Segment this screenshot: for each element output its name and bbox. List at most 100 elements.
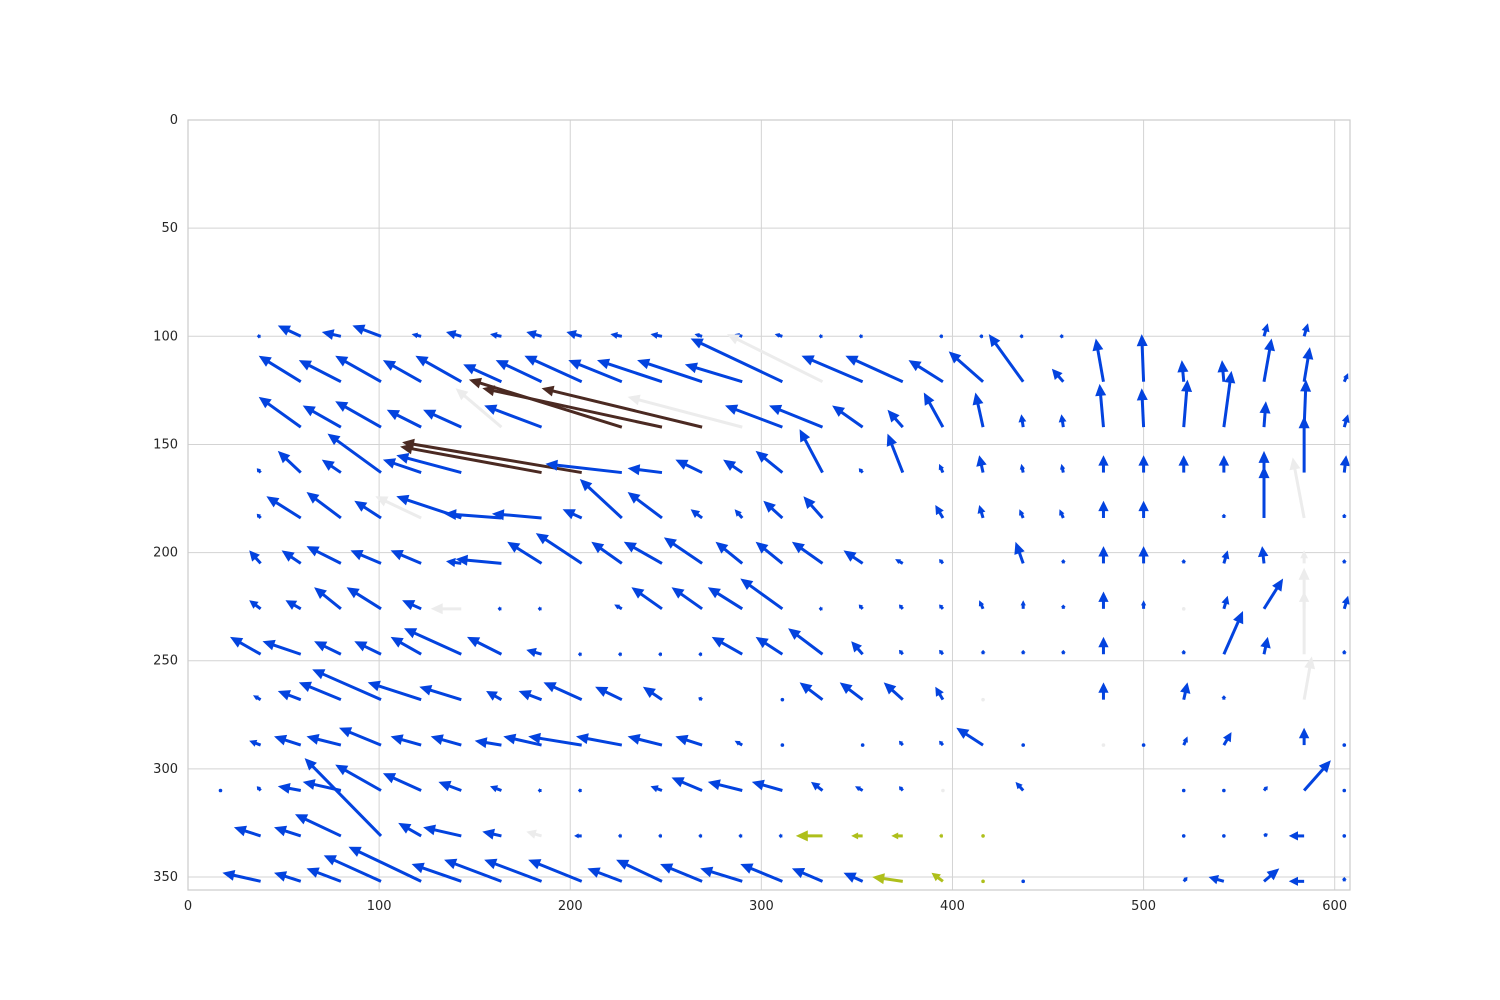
vector-arrow [832, 405, 864, 429]
vector-arrow [791, 868, 824, 883]
vector-arrow [1341, 595, 1350, 610]
vector-arrow [769, 404, 824, 429]
vector-arrow [1288, 876, 1305, 886]
vector-arrow [537, 788, 542, 793]
vector-arrow [791, 541, 824, 565]
vector-arrow [977, 505, 986, 519]
vector-arrow [1341, 559, 1347, 564]
vector-arrow [314, 587, 342, 610]
vector-arrow [595, 686, 623, 702]
vector-arrow [1098, 455, 1109, 473]
vector-arrow [233, 825, 262, 838]
vector-arrow [274, 825, 302, 838]
vector-arrow [438, 780, 462, 792]
vector-arrow [1258, 546, 1269, 564]
vector-arrow [1262, 578, 1284, 610]
vector-arrow [274, 871, 302, 883]
vector-arrow [298, 360, 342, 384]
vector-arrow [623, 541, 663, 565]
vector-arrow [694, 333, 703, 338]
y-axis-tick-labels: 0 50 100 150 200 250 300 350 [153, 113, 178, 885]
vector-arrow [1095, 383, 1107, 428]
vector-arrow [778, 833, 783, 839]
vector-arrow [1182, 736, 1188, 746]
x-tick-label: 200 [558, 899, 583, 914]
vector-arrow [675, 459, 703, 474]
vector-arrow [690, 338, 784, 384]
vector-arrow [1138, 546, 1149, 564]
vector-arrow [1181, 559, 1187, 564]
vector-arrow [321, 459, 342, 474]
vector-arrow [402, 600, 422, 611]
vector-arrow [618, 651, 622, 657]
vector-arrow [872, 873, 903, 885]
vector-arrow [843, 550, 864, 565]
vector-arrow [941, 788, 945, 793]
vector-arrow [277, 325, 302, 338]
vector-arrow [495, 360, 543, 384]
vector-arrow [1181, 379, 1193, 428]
vector-arrow [382, 360, 422, 384]
vector-arrow [1098, 636, 1109, 655]
vector-arrow [1141, 600, 1147, 609]
vector-arrow [1018, 414, 1027, 428]
vector-arrow [1098, 546, 1109, 564]
vector-arrow [698, 696, 703, 701]
vector-arrow [839, 682, 864, 701]
vector-arrow [727, 334, 824, 384]
vector-arrow [1303, 760, 1331, 792]
vector-arrow [660, 863, 703, 883]
vector-arrow [627, 464, 663, 476]
vector-arrow [1342, 373, 1349, 383]
vector-arrow [526, 647, 542, 658]
vector-arrow [734, 740, 743, 747]
vector-arrow [419, 685, 462, 702]
vector-arrow [253, 695, 262, 701]
vector-arrow [218, 788, 223, 793]
y-tick-label: 200 [153, 546, 178, 561]
vector-arrow [274, 734, 302, 747]
vector-arrow [528, 732, 582, 747]
vector-arrow [978, 600, 985, 610]
vector-arrow [444, 509, 502, 520]
vector-arrow [587, 867, 623, 883]
vector-arrow [579, 479, 623, 520]
vector-arrow [843, 872, 864, 883]
vector-arrow [755, 636, 784, 656]
vector-arrow [707, 779, 743, 792]
y-tick-label: 50 [161, 221, 178, 236]
vector-arrow [1260, 636, 1271, 655]
vector-arrow [1262, 338, 1275, 382]
vector-arrow [650, 785, 663, 793]
vector-arrow [382, 773, 422, 792]
vector-arrow [663, 537, 703, 565]
vector-arrow [851, 832, 863, 840]
vector-arrow [1302, 347, 1314, 382]
vector-arrow [818, 606, 823, 612]
vector-arrow [386, 409, 422, 429]
vector-arrow [981, 879, 985, 884]
y-tick-label: 0 [170, 113, 178, 128]
vector-arrow [1019, 333, 1024, 339]
y-tick-label: 300 [153, 762, 178, 777]
vector-field [218, 323, 1351, 886]
vector-arrow [415, 355, 463, 384]
vector-arrow [1181, 649, 1187, 655]
vector-arrow [484, 858, 543, 883]
vector-arrow [285, 600, 302, 611]
vector-arrow [444, 858, 502, 883]
vector-arrow [675, 734, 703, 747]
vector-arrow [801, 355, 864, 384]
vector-arrow [631, 587, 663, 611]
y-tick-label: 100 [153, 329, 178, 344]
vector-arrow [262, 639, 302, 656]
vector-arrow [321, 329, 342, 340]
vector-arrow [939, 833, 943, 839]
vector-arrow [277, 690, 302, 702]
vector-arrow [1060, 649, 1066, 655]
vector-arrow [1222, 611, 1244, 655]
vector-arrow [711, 636, 743, 656]
vector-arrow [855, 786, 864, 792]
vector-arrow [891, 832, 903, 840]
vector-arrow [1208, 875, 1225, 885]
